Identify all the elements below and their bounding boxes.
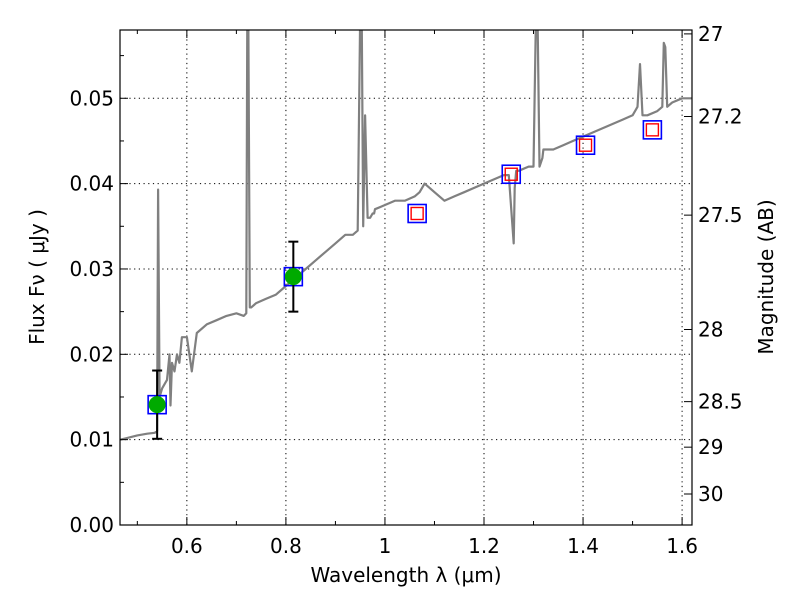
x-tick-label: 0.6 (171, 534, 203, 558)
mag-tick-label: 30 (698, 482, 723, 506)
y-tick-label: 0.05 (69, 86, 114, 110)
mag-tick-label: 27.2 (698, 105, 743, 129)
mag-tick-label: 28 (698, 317, 723, 341)
series-layer (120, 30, 692, 441)
y-tick-label: 0.03 (69, 257, 114, 281)
y-tick-label: 0.00 (69, 513, 114, 537)
label-layer: Wavelength λ (μm) Flux Fν ( μJy ) Magnit… (25, 199, 778, 587)
predicted-photometry-square (645, 123, 660, 137)
x-tick-label: 1.2 (468, 534, 500, 558)
predicted-photometry-square (504, 167, 518, 181)
grid-layer (120, 30, 692, 525)
y-tick-label: 0.01 (69, 428, 114, 452)
x-tick-label: 0.8 (270, 534, 302, 558)
mag-tick-label: 27 (698, 22, 723, 46)
plot-frame (119, 29, 693, 526)
predicted-photometry-square (578, 138, 593, 152)
observed-photometry-point (148, 396, 166, 414)
predicted-photometry-square (410, 206, 424, 221)
mag-tick-label: 28.5 (698, 390, 743, 414)
sed-model-line (120, 30, 692, 441)
mag-tick-label: 27.5 (698, 203, 743, 227)
observed-photometry-point (284, 268, 302, 286)
y-tick-label: 0.02 (69, 342, 114, 366)
marker-layer (147, 120, 663, 440)
model-photometry-square (575, 135, 596, 156)
model-photometry-square (501, 164, 522, 185)
model-photometry-square (642, 120, 663, 140)
x-axis-title: Wavelength λ (μm) (310, 563, 501, 587)
y2-axis-title: Magnitude (AB) (754, 199, 778, 354)
mag-tick-label: 29 (698, 435, 723, 459)
x-tick-label: 1.6 (666, 534, 698, 558)
y-tick-label: 0.04 (69, 172, 114, 196)
tick-layer: 0.6 0.8 1 1.2 1.4 1.6 0.00 0.01 0.02 0.03 0.04 0.05… (69, 22, 742, 558)
y-axis-title: Flux Fν ( μJy ) (25, 209, 49, 345)
model-photometry-square (407, 203, 427, 224)
x-tick-label: 1 (379, 534, 392, 558)
x-tick-label: 1.4 (567, 534, 599, 558)
